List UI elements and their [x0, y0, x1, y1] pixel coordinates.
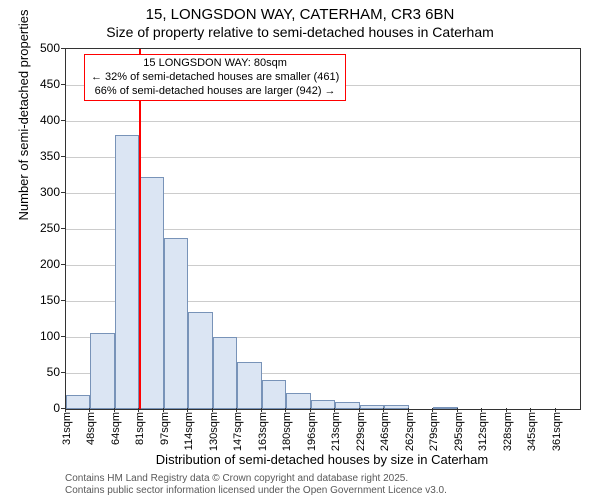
ytick-mark [61, 300, 65, 301]
xtick-mark [555, 408, 556, 412]
marker-line [139, 49, 141, 409]
histogram-chart: 15, LONGSDON WAY, CATERHAM, CR3 6BN Size… [0, 0, 600, 500]
ytick-mark [61, 192, 65, 193]
histogram-bar [139, 177, 163, 409]
ytick-label: 300 [20, 185, 60, 199]
xtick-mark [261, 408, 262, 412]
ytick-mark [61, 336, 65, 337]
histogram-bar [262, 380, 286, 409]
histogram-bar [188, 312, 212, 409]
ytick-mark [61, 48, 65, 49]
xtick-mark [457, 408, 458, 412]
annotation-box: 15 LONGSDON WAY: 80sqm← 32% of semi-deta… [84, 54, 346, 101]
histogram-bar [335, 402, 359, 409]
footnote-1: Contains HM Land Registry data © Crown c… [65, 473, 408, 484]
ytick-mark [61, 156, 65, 157]
chart-subtitle: Size of property relative to semi-detach… [0, 24, 600, 40]
xtick-label: 130sqm [208, 412, 220, 451]
ytick-label: 350 [20, 149, 60, 163]
xtick-mark [334, 408, 335, 412]
annotation-line: 15 LONGSDON WAY: 80sqm [91, 57, 339, 71]
histogram-bar [311, 400, 335, 409]
annotation-line: ← 32% of semi-detached houses are smalle… [91, 71, 339, 85]
xtick-mark [481, 408, 482, 412]
xtick-mark [408, 408, 409, 412]
ytick-label: 450 [20, 77, 60, 91]
xtick-mark [359, 408, 360, 412]
ytick-mark [61, 372, 65, 373]
xtick-mark [383, 408, 384, 412]
histogram-bar [66, 395, 90, 409]
xtick-mark [138, 408, 139, 412]
xtick-label: 196sqm [306, 412, 318, 451]
ytick-label: 250 [20, 221, 60, 235]
ytick-label: 150 [20, 293, 60, 307]
x-axis-title: Distribution of semi-detached houses by … [65, 452, 579, 467]
histogram-bar [433, 407, 457, 409]
ytick-mark [61, 264, 65, 265]
xtick-label: 295sqm [453, 412, 465, 451]
histogram-bar [115, 135, 139, 409]
xtick-label: 262sqm [404, 412, 416, 451]
xtick-mark [236, 408, 237, 412]
xtick-label: 213sqm [330, 412, 342, 451]
ytick-mark [61, 84, 65, 85]
ytick-label: 0 [20, 401, 60, 415]
xtick-mark [530, 408, 531, 412]
histogram-bar [164, 238, 188, 409]
xtick-mark [163, 408, 164, 412]
xtick-mark [89, 408, 90, 412]
xtick-label: 279sqm [428, 412, 440, 451]
ytick-label: 100 [20, 329, 60, 343]
ytick-label: 200 [20, 257, 60, 271]
ytick-mark [61, 120, 65, 121]
xtick-mark [65, 408, 66, 412]
xtick-mark [187, 408, 188, 412]
xtick-mark [506, 408, 507, 412]
xtick-mark [212, 408, 213, 412]
plot-area: 15 LONGSDON WAY: 80sqm← 32% of semi-deta… [65, 48, 581, 410]
histogram-bar [384, 405, 408, 409]
xtick-label: 147sqm [232, 412, 244, 451]
gridline [66, 121, 580, 122]
histogram-bar [286, 393, 310, 409]
xtick-label: 97sqm [159, 412, 171, 445]
xtick-label: 180sqm [281, 412, 293, 451]
annotation-line: 66% of semi-detached houses are larger (… [91, 85, 339, 99]
xtick-mark [310, 408, 311, 412]
ytick-mark [61, 228, 65, 229]
xtick-label: 114sqm [183, 412, 195, 450]
xtick-mark [432, 408, 433, 412]
xtick-label: 64sqm [110, 412, 122, 445]
xtick-label: 81sqm [134, 412, 146, 445]
xtick-label: 345sqm [526, 412, 538, 451]
histogram-bar [360, 405, 384, 409]
xtick-mark [285, 408, 286, 412]
histogram-bar [237, 362, 261, 409]
chart-title: 15, LONGSDON WAY, CATERHAM, CR3 6BN [0, 6, 600, 23]
xtick-label: 328sqm [502, 412, 514, 451]
gridline [66, 157, 580, 158]
histogram-bar [213, 337, 237, 409]
xtick-label: 163sqm [257, 412, 269, 451]
ytick-label: 500 [20, 41, 60, 55]
xtick-label: 246sqm [379, 412, 391, 451]
xtick-label: 229sqm [355, 412, 367, 451]
xtick-label: 48sqm [85, 412, 97, 445]
ytick-label: 400 [20, 113, 60, 127]
ytick-label: 50 [20, 365, 60, 379]
footnote-2: Contains public sector information licen… [65, 485, 447, 496]
xtick-label: 312sqm [477, 412, 489, 451]
histogram-bar [90, 333, 114, 409]
xtick-mark [114, 408, 115, 412]
xtick-label: 361sqm [551, 412, 563, 451]
xtick-label: 31sqm [61, 412, 73, 445]
